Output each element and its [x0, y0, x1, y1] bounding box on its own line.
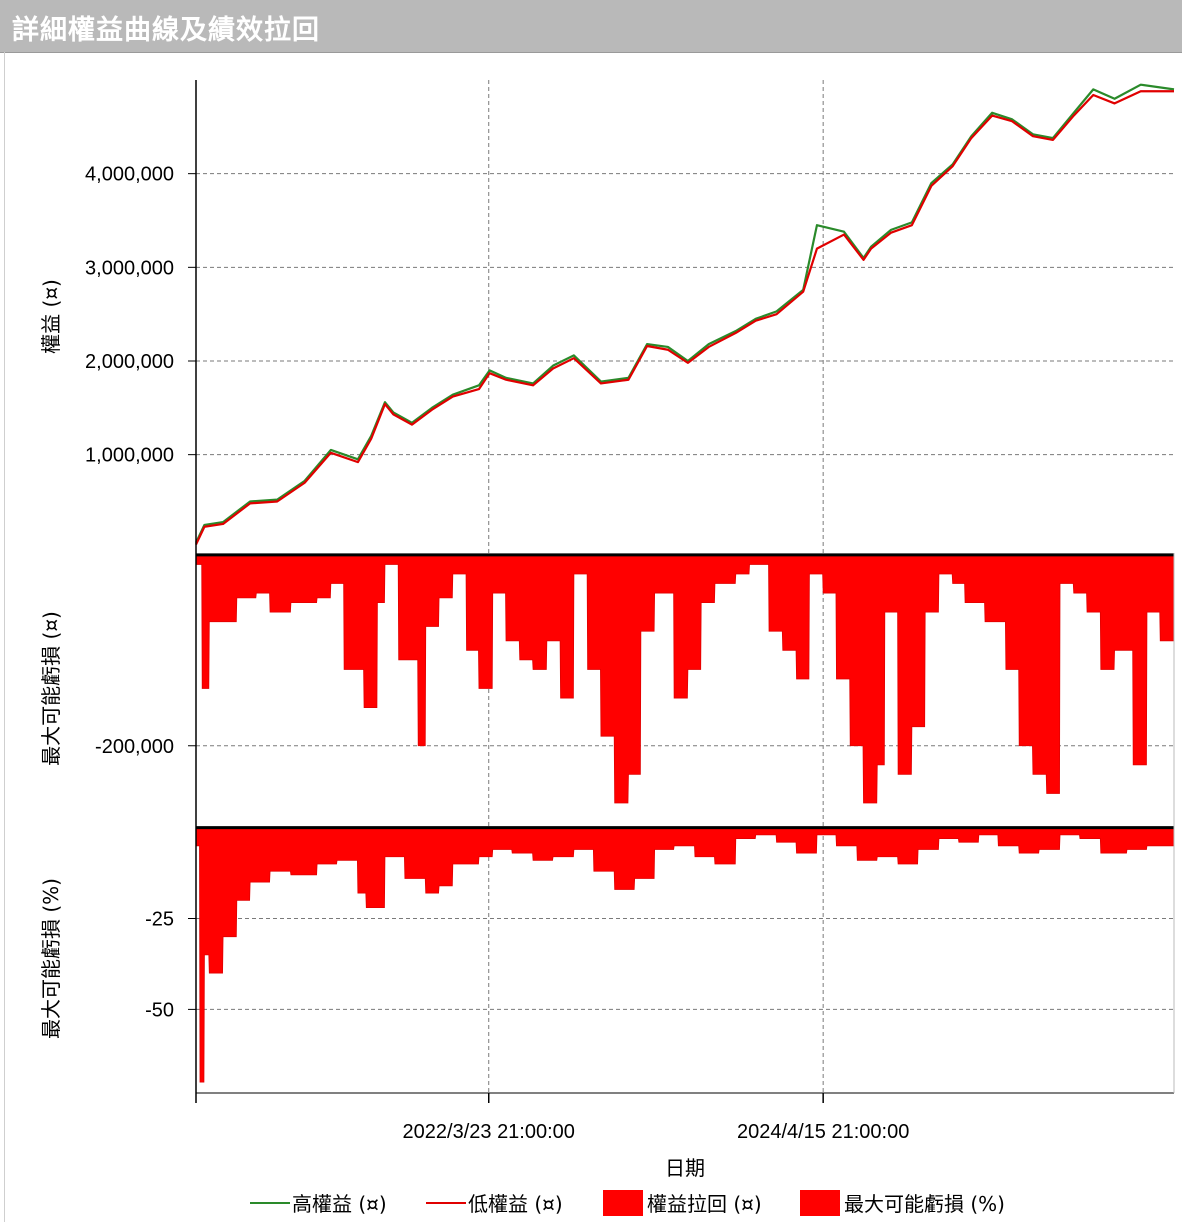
y-tick-label: 4,000,000: [85, 164, 174, 186]
series-high-equity-line: [195, 83, 1175, 544]
y-axis-title: 最大可能虧損 (%): [39, 878, 63, 1039]
legend-label: 權益拉回 (¤): [647, 1192, 762, 1216]
window-title-bar: 詳細權益曲線及績效拉回: [0, 0, 1182, 53]
y-axis-title: 權益 (¤): [39, 279, 63, 354]
x-tick-label: 2022/3/23 21:00:00: [403, 1121, 575, 1143]
series-drawdown-percent-area: [195, 827, 1175, 1083]
frame-border: [4, 52, 5, 1222]
y-axis-title: 最大可能虧損 (¤): [39, 611, 63, 766]
y-tick-label: 2,000,000: [85, 351, 174, 373]
legend-label: 高權益 (¤): [292, 1192, 387, 1216]
series-low-equity-line: [195, 90, 1174, 546]
legend-item: 高權益 (¤): [250, 1192, 387, 1216]
legend-label: 低權益 (¤): [468, 1192, 563, 1216]
legend-label: 最大可能虧損 (%): [844, 1192, 1005, 1216]
y-tick-label: 3,000,000: [85, 257, 174, 279]
y-tick-label: -200,000: [95, 736, 174, 758]
legend-item: 最大可能虧損 (%): [800, 1190, 1005, 1216]
x-tick-label: 2024/4/15 21:00:00: [737, 1121, 909, 1143]
window-title: 詳細權益曲線及績效拉回: [12, 15, 320, 46]
series-drawdown-amount-area: [195, 554, 1175, 804]
y-tick-label: 1,000,000: [85, 445, 174, 467]
legend-item: 權益拉回 (¤): [603, 1190, 762, 1216]
legend-box-swatch: [603, 1190, 643, 1216]
legend-item: 低權益 (¤): [426, 1192, 563, 1216]
x-axis-title: 日期: [665, 1156, 705, 1180]
y-tick-label: -50: [145, 999, 174, 1021]
legend-box-swatch: [800, 1190, 840, 1216]
y-tick-label: -25: [145, 909, 174, 931]
